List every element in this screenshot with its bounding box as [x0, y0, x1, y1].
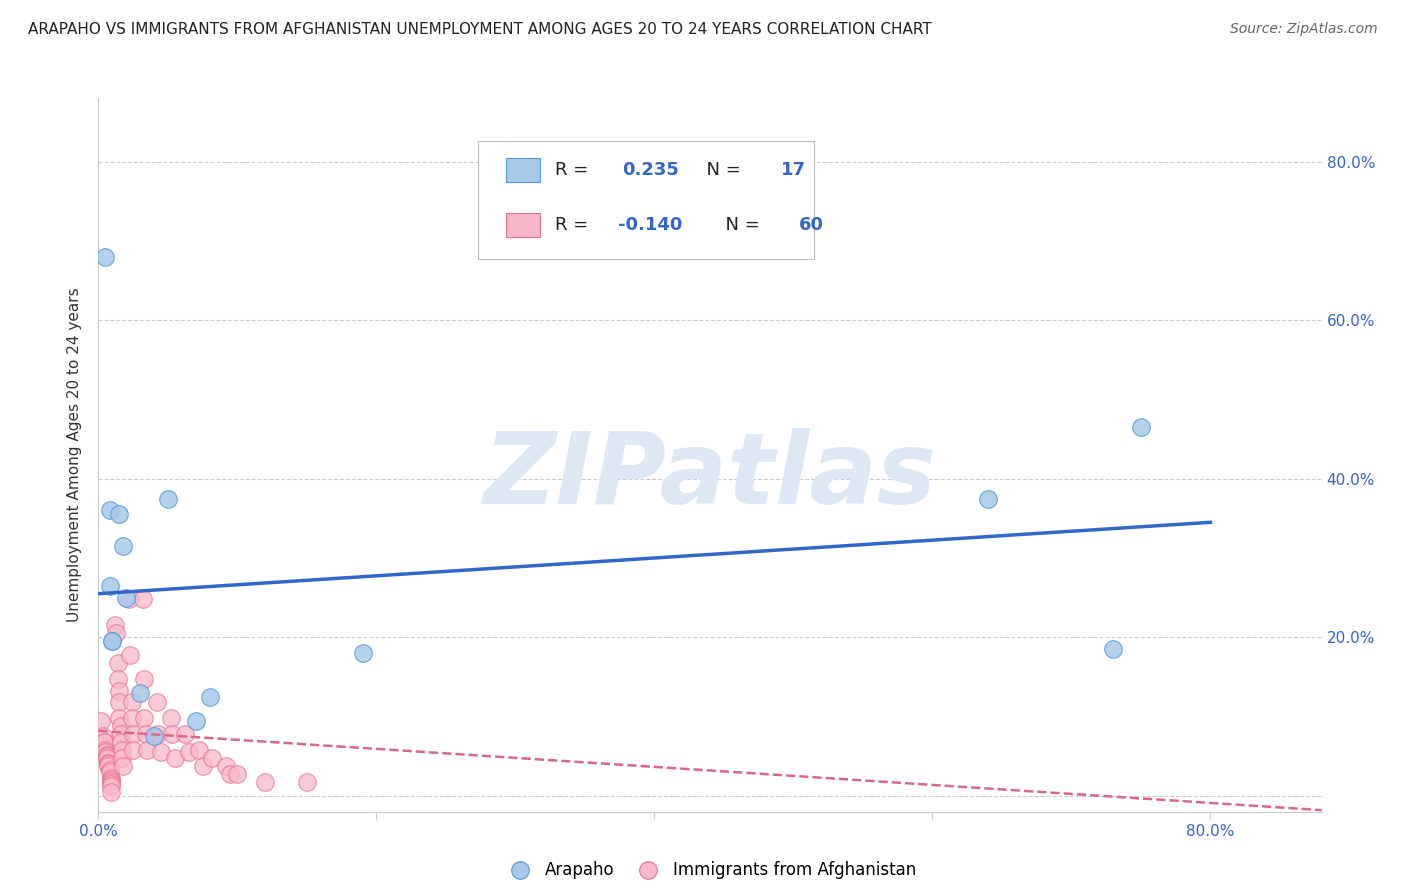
Point — [98, 765, 121, 780]
Point — [104, 618, 127, 632]
Point — [112, 539, 135, 553]
Point — [107, 672, 129, 686]
Text: -0.140: -0.140 — [619, 216, 683, 235]
Point — [93, 735, 115, 749]
Point — [96, 749, 118, 764]
Point — [146, 695, 169, 709]
Text: 60: 60 — [800, 216, 824, 235]
Point — [90, 714, 112, 728]
Point — [97, 758, 120, 772]
Point — [100, 772, 122, 787]
Point — [177, 745, 200, 759]
Point — [98, 503, 121, 517]
Point — [110, 735, 132, 749]
Point — [112, 758, 135, 772]
Point — [97, 756, 120, 770]
Point — [121, 711, 143, 725]
Text: 0.235: 0.235 — [621, 161, 679, 178]
Point — [198, 690, 221, 704]
Point — [100, 777, 122, 791]
Point — [101, 634, 124, 648]
Point — [1129, 420, 1152, 434]
Point — [156, 491, 179, 506]
Point — [98, 764, 121, 778]
Text: 17: 17 — [780, 161, 806, 178]
Point — [94, 743, 117, 757]
Point — [108, 508, 131, 522]
Point — [143, 730, 166, 744]
Text: R =: R = — [555, 216, 593, 235]
Point — [134, 672, 156, 686]
Point — [173, 727, 195, 741]
Point — [215, 758, 238, 772]
Point — [101, 634, 124, 648]
Point — [108, 695, 131, 709]
Point — [108, 711, 131, 725]
Point — [977, 491, 1000, 506]
Point — [111, 751, 134, 765]
Point — [97, 757, 120, 772]
Point — [118, 592, 141, 607]
Point — [108, 684, 131, 698]
Text: R =: R = — [555, 161, 593, 178]
Point — [94, 745, 117, 759]
Point — [122, 727, 145, 741]
Point — [100, 774, 122, 789]
Point — [96, 751, 118, 765]
Point — [100, 780, 122, 794]
FancyBboxPatch shape — [506, 158, 540, 182]
Point — [134, 711, 156, 725]
Point — [1102, 642, 1125, 657]
Point — [91, 730, 114, 744]
Point — [120, 648, 142, 662]
Point — [111, 743, 134, 757]
Point — [107, 656, 129, 670]
Point — [226, 766, 249, 780]
Text: ARAPAHO VS IMMIGRANTS FROM AFGHANISTAN UNEMPLOYMENT AMONG AGES 20 TO 24 YEARS CO: ARAPAHO VS IMMIGRANTS FROM AFGHANISTAN U… — [28, 22, 932, 37]
Point — [219, 766, 242, 780]
Point — [93, 735, 115, 749]
Text: N =: N = — [714, 216, 765, 235]
Point — [163, 751, 186, 765]
Point — [98, 579, 121, 593]
Point — [184, 714, 207, 728]
Text: ZIPatlas: ZIPatlas — [484, 428, 936, 524]
Point — [149, 745, 172, 759]
Point — [100, 785, 122, 799]
Point — [159, 711, 181, 725]
Point — [110, 727, 132, 741]
Point — [160, 727, 183, 741]
Point — [122, 743, 145, 757]
Point — [132, 592, 155, 607]
Point — [187, 743, 209, 757]
Point — [352, 646, 374, 660]
Text: Source: ZipAtlas.com: Source: ZipAtlas.com — [1230, 22, 1378, 37]
Point — [96, 747, 118, 762]
Point — [191, 758, 214, 772]
Point — [115, 591, 138, 605]
Legend: Arapaho, Immigrants from Afghanistan: Arapaho, Immigrants from Afghanistan — [496, 855, 924, 886]
FancyBboxPatch shape — [478, 141, 814, 259]
Point — [201, 751, 224, 765]
Point — [105, 626, 128, 640]
Point — [295, 774, 318, 789]
Point — [110, 719, 132, 733]
Point — [121, 695, 143, 709]
Point — [136, 743, 159, 757]
Y-axis label: Unemployment Among Ages 20 to 24 years: Unemployment Among Ages 20 to 24 years — [67, 287, 83, 623]
Point — [148, 727, 170, 741]
Point — [129, 686, 152, 700]
Point — [254, 774, 277, 789]
FancyBboxPatch shape — [506, 213, 540, 237]
Text: N =: N = — [696, 161, 747, 178]
Point — [94, 250, 117, 264]
Point — [100, 772, 122, 786]
Point — [135, 727, 157, 741]
